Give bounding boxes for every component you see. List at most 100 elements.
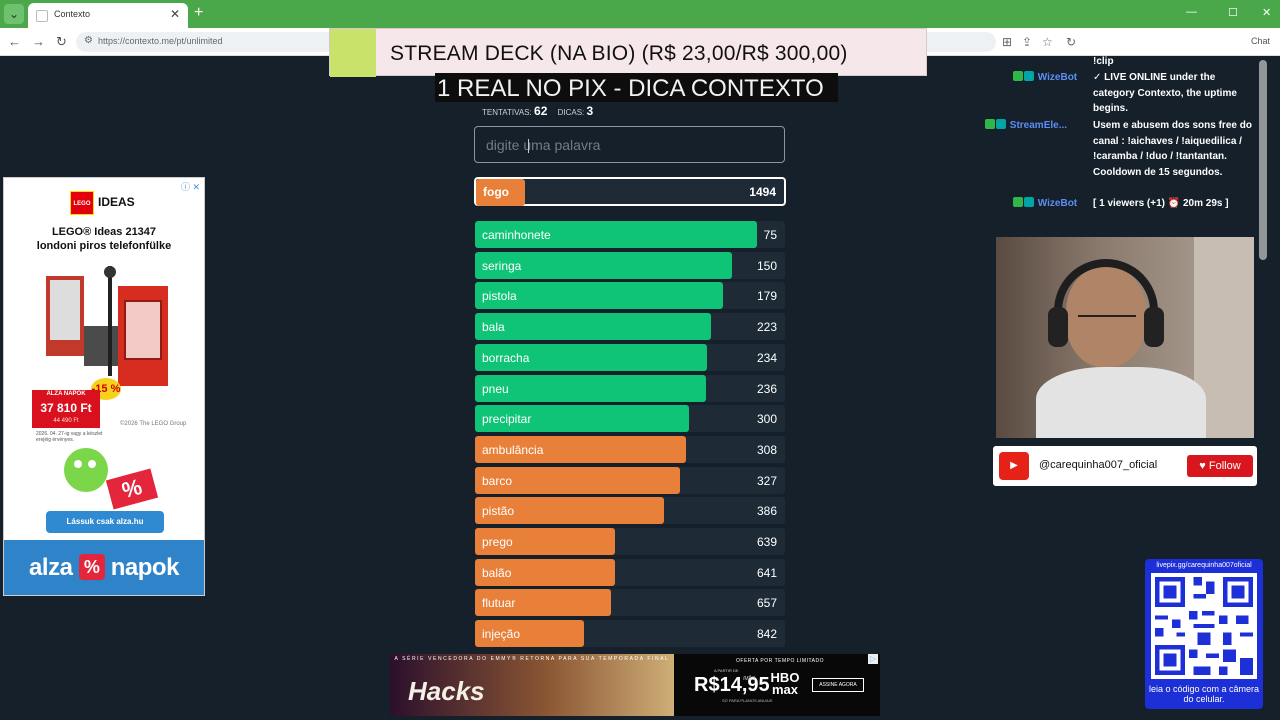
pix-text: 1 REAL NO PIX - DICA CONTEXTO xyxy=(437,75,824,102)
chat-clip-command: !clip xyxy=(1093,56,1114,67)
site-info-icon[interactable]: ⚙ xyxy=(84,35,93,46)
headphones-icon xyxy=(1054,259,1158,329)
bookmark-star-icon[interactable]: ☆ xyxy=(1042,35,1053,49)
guess-word: borracha xyxy=(482,351,530,365)
browser-tab[interactable]: Contexto ✕ xyxy=(28,3,188,28)
ad-info-icon[interactable]: ▷ xyxy=(868,654,878,664)
translate-icon[interactable]: ⊞ xyxy=(1002,35,1013,49)
phone-booth-image xyxy=(46,266,168,386)
guess-word: injeção xyxy=(482,627,521,641)
lego-logo: LEGO xyxy=(70,191,94,215)
ad-tagline: A SÉRIE VENCEDORA DO EMMY® RETORNA PARA … xyxy=(394,656,670,662)
show-title: Hacks xyxy=(408,676,485,706)
close-window-icon[interactable]: ✕ xyxy=(1262,7,1272,19)
guess-distance: 236 xyxy=(756,382,777,396)
current-guess-row: fogo 1494 xyxy=(474,177,786,206)
guess-distance: 842 xyxy=(756,627,777,641)
hints-label: DICAS: xyxy=(557,108,585,117)
guess-word: flutuar xyxy=(482,596,516,610)
ad-cta-button[interactable]: Lássuk csak alza.hu xyxy=(46,511,164,533)
mascot-eye xyxy=(88,460,96,468)
streamer-body xyxy=(1036,367,1206,438)
headphone-ear xyxy=(1048,307,1068,347)
plans-note: SÓ PARA PLANOS ANUAIS xyxy=(722,698,773,703)
fine-print: 2026. 04. 27-ig vagy a készlet erejéig é… xyxy=(36,431,103,443)
extensions-icon[interactable]: ↻ xyxy=(1066,35,1077,49)
reload-icon[interactable]: ↻ xyxy=(56,34,67,49)
guess-similarity-bar xyxy=(475,528,615,555)
hints-count: 3 xyxy=(586,104,594,118)
guess-word: pistola xyxy=(482,289,517,303)
follow-button[interactable]: ♥ Follow xyxy=(1187,455,1253,477)
pix-banner: 1 REAL NO PIX - DICA CONTEXTO xyxy=(435,73,838,102)
chat-username: StreamEle... xyxy=(1009,120,1068,131)
guess-distance: 300 xyxy=(756,412,777,426)
new-tab-icon[interactable]: + xyxy=(194,4,204,21)
guess-similarity-bar xyxy=(475,405,689,432)
guess-similarity-bar xyxy=(475,313,711,340)
guess-row: bala 223 xyxy=(475,313,785,340)
guess-row: barco 327 xyxy=(475,467,785,494)
guess-distance: 234 xyxy=(756,351,777,365)
youtube-bar: ▶ @carequinha007_oficial ♥ Follow xyxy=(993,446,1257,486)
guess-distance: 150 xyxy=(756,259,777,273)
chat-scrollbar[interactable] xyxy=(1259,60,1267,260)
guess-distance: 639 xyxy=(756,535,777,549)
chat-user-streamelements[interactable]: StreamEle... xyxy=(985,119,1067,131)
brand-part-b: napok xyxy=(110,554,180,581)
stream-deck-banner: STREAM DECK (NA BIO) (R$ 23,00/R$ 300,00… xyxy=(329,28,927,77)
youtube-icon: ▶ xyxy=(999,452,1029,480)
forward-icon[interactable]: → xyxy=(32,34,45,49)
guess-similarity-bar xyxy=(475,497,664,524)
bot-badge-icon xyxy=(1024,197,1034,207)
brand-percent: % xyxy=(78,554,105,580)
hbo-ad[interactable]: A SÉRIE VENCEDORA DO EMMY® RETORNA PARA … xyxy=(390,654,880,716)
lego-ad[interactable]: ⓘ ✕ LEGO IDEAS LEGO® Ideas 21347 londoni… xyxy=(3,177,205,596)
ad-product-subtitle: londoni piros telefonfülke xyxy=(36,240,172,252)
ad-product-name: LEGO® Ideas 21347 xyxy=(51,226,157,238)
bot-badge-icon xyxy=(1024,71,1034,81)
attempts-label: TENTATIVAS: xyxy=(482,108,532,117)
verified-badge-icon xyxy=(1013,197,1023,207)
headphone-ear xyxy=(1144,307,1164,347)
chat-user-wizebot[interactable]: WizeBot xyxy=(1013,71,1077,83)
guess-word: precipitar xyxy=(482,412,532,426)
guess-input[interactable] xyxy=(474,126,785,163)
tab-search-icon[interactable]: ⌄ xyxy=(4,4,24,24)
mascot-eye xyxy=(74,460,82,468)
guess-word: pneu xyxy=(482,382,509,396)
chat-user-wizebot[interactable]: WizeBot xyxy=(1013,197,1077,209)
alza-napok-logo: alza % napok xyxy=(4,540,204,595)
share-icon[interactable]: ⇪ xyxy=(1022,35,1033,49)
maximize-icon[interactable]: ☐ xyxy=(1228,7,1238,19)
guess-similarity-bar xyxy=(475,282,723,309)
guess-row: ambulância 308 xyxy=(475,436,785,463)
current-guess-distance: 1494 xyxy=(749,185,776,199)
subscribe-button[interactable]: ASSINE AGORA xyxy=(812,678,864,692)
close-tab-icon[interactable]: ✕ xyxy=(169,7,180,21)
url-text: https://contexto.me/pt/unlimited xyxy=(98,36,223,46)
bot-badge-icon xyxy=(996,119,1006,129)
guess-similarity-bar xyxy=(475,467,680,494)
pix-qr-box: livepix.gg/carequinha007oficial leia o c… xyxy=(1145,559,1263,709)
attempts-count: 62 xyxy=(534,104,548,118)
chat-button[interactable]: Chat xyxy=(1250,36,1270,46)
guess-similarity-bar xyxy=(475,221,757,248)
guess-row: borracha 234 xyxy=(475,344,785,371)
guess-row: caminhonete 75 xyxy=(475,221,785,248)
current-guess-bar xyxy=(476,179,525,206)
copyright-text: ©2026 The LEGO Group xyxy=(120,421,187,427)
guess-similarity-bar xyxy=(475,252,732,279)
guess-word: bala xyxy=(482,320,505,334)
ad-info-icon[interactable]: ⓘ ✕ xyxy=(180,182,200,192)
price-tag: ALZA NAPOK 37 810 Ft 44 490 Ft xyxy=(32,390,100,428)
guess-word: prego xyxy=(482,535,513,549)
minimize-icon[interactable]: — xyxy=(1186,6,1197,18)
qr-code-icon xyxy=(1151,573,1257,679)
offer-text: OFERTA POR TEMPO LIMITADO xyxy=(736,658,824,664)
back-icon[interactable]: ← xyxy=(8,34,21,49)
guess-word: caminhonete xyxy=(482,228,551,242)
lego-ideas-label: IDEAS xyxy=(98,195,135,209)
guess-distance: 327 xyxy=(756,474,777,488)
guess-word: ambulância xyxy=(482,443,544,457)
